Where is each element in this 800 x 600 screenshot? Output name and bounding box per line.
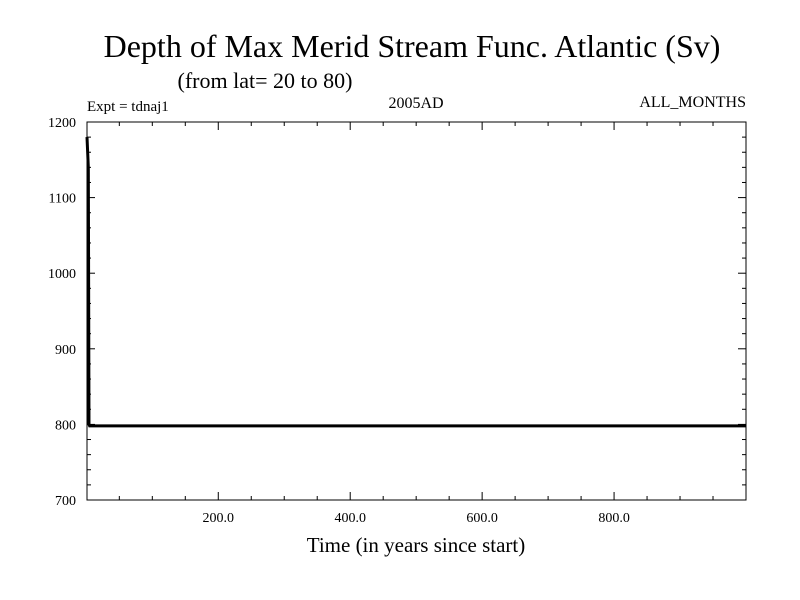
- x-axis-label: Time (in years since start): [307, 533, 526, 557]
- chart-subtitle: (from lat= 20 to 80): [178, 68, 353, 93]
- year-label: 2005AD: [388, 95, 443, 112]
- y-tick-label: 900: [55, 343, 76, 358]
- x-tick-label: 800.0: [598, 511, 630, 526]
- x-tick-label: 400.0: [334, 511, 366, 526]
- months-label: ALL_MONTHS: [639, 94, 746, 111]
- axis-ticks: [87, 121, 746, 501]
- axis-tick-labels: 200.0 400.0 600.0 800.0 700 800 900 1000 1100 120…: [48, 116, 630, 526]
- y-tick-label: 1000: [48, 267, 76, 282]
- y-tick-label: 700: [55, 494, 76, 509]
- experiment-label: Expt = tdnaj1: [87, 99, 169, 115]
- y-tick-label: 1100: [49, 192, 76, 207]
- series-group: [85, 137, 746, 428]
- y-tick-label: 800: [55, 418, 76, 433]
- plot-frame: [86, 121, 747, 501]
- y-tick-label: 1200: [48, 116, 76, 131]
- x-tick-label: 600.0: [466, 511, 498, 526]
- chart-title: Depth of Max Merid Stream Func. Atlantic…: [104, 28, 721, 64]
- series-line-depth: [85, 137, 746, 428]
- x-tick-label: 200.0: [203, 511, 235, 526]
